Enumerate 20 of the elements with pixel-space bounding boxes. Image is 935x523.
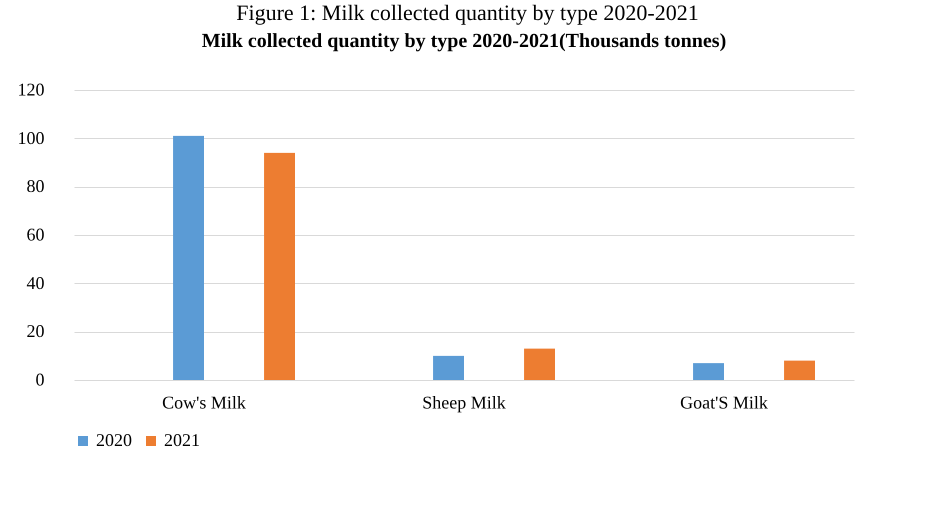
chart-title: Milk collected quantity by type 2020-2021(Thousands tonnes) (202, 30, 726, 52)
y-tick-label: 120 (18, 80, 44, 100)
x-tick-label: Sheep Milk (422, 392, 506, 412)
bar (264, 152, 295, 380)
y-tick-label: 40 (26, 272, 44, 293)
bar (524, 348, 555, 380)
x-tick-label: Goat'S Milk (680, 392, 768, 412)
y-tick-label: 20 (26, 321, 44, 342)
bar (693, 363, 724, 380)
caption: Figure 1: Milk collected quantity by type 2020-2021 (235, 0, 700, 26)
y-tick-label: 80 (26, 176, 44, 196)
bar (173, 136, 204, 380)
y-tick-label: 100 (18, 128, 44, 148)
y-tick-label: 60 (26, 224, 44, 244)
y-tick-label: 0 (36, 370, 44, 390)
bar (784, 360, 815, 380)
legend-label: 2020 (96, 430, 132, 450)
x-tick-label: Cow's Milk (162, 392, 246, 412)
bar (433, 356, 464, 380)
legend-label: 2021 (164, 430, 200, 450)
